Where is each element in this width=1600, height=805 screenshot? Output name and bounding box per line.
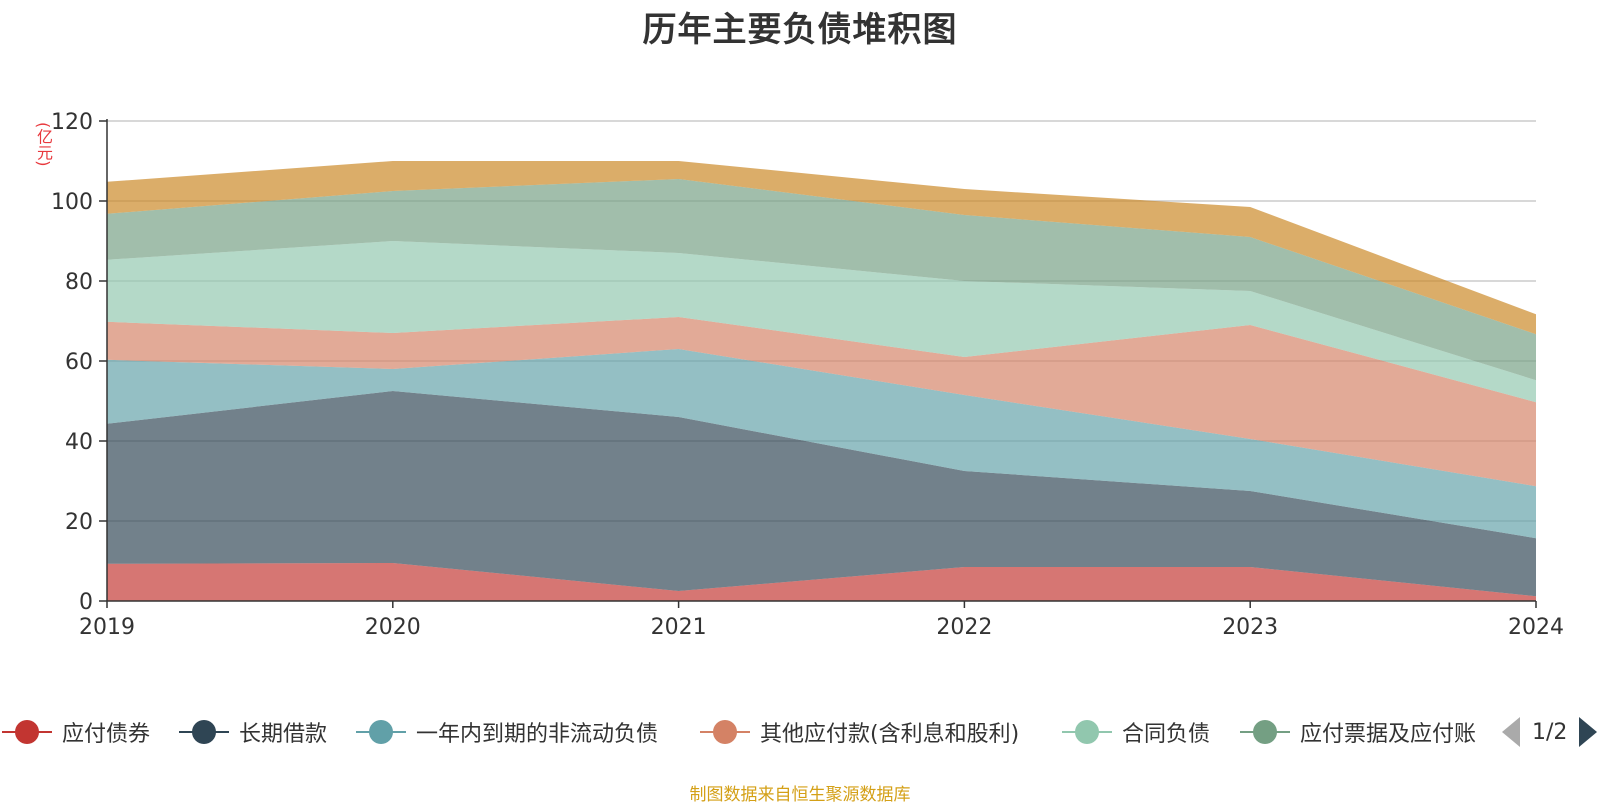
x-tick-label-2021: 2021	[651, 615, 707, 640]
legend-prev-page-icon[interactable]	[1502, 717, 1520, 747]
series-area-2	[107, 391, 1536, 597]
y-tick-label-60: 60	[65, 350, 93, 375]
legend-item-3[interactable]: 一年内到期的非流动负债	[356, 712, 658, 752]
series-area-4	[107, 317, 1536, 487]
y-tick-label-40: 40	[65, 430, 93, 455]
y-tick-label-80: 80	[65, 270, 93, 295]
series-area-6	[107, 179, 1536, 381]
legend-marker-icon	[1062, 720, 1112, 744]
legend-marker-icon	[700, 720, 750, 744]
legend-item-label: 应付票据及应付账	[1300, 722, 1477, 747]
x-tick-label-2024: 2024	[1508, 615, 1564, 640]
x-tick-label-2019: 2019	[79, 615, 135, 640]
legend-marker-icon	[2, 720, 52, 744]
x-tick-label-2022: 2022	[936, 615, 992, 640]
legend-item-4[interactable]: 其他应付款(含利息和股利)	[700, 712, 1019, 752]
legend-item-6[interactable]: 应付票据及应付账	[1240, 712, 1476, 752]
legend-item-5[interactable]: 合同负债	[1062, 712, 1210, 752]
legend-item-label: 合同负债	[1122, 722, 1211, 747]
legend-marker-icon	[1240, 720, 1290, 744]
y-axis-unit-label: (亿元)	[34, 122, 53, 167]
chart-legend: 应付债券 长期借款 一年内到期的非流动负债 其他应付款(含利息和股利) 合同负债 应付票据…	[0, 712, 1600, 752]
legend-item-2[interactable]: 长期借款	[179, 712, 327, 752]
y-tick-label-0: 0	[79, 590, 93, 615]
legend-item-label: 应付债券	[62, 722, 151, 747]
chart-title: 历年主要负债堆积图	[642, 10, 958, 50]
legend-marker-icon	[179, 720, 229, 744]
legend-pager: 1/2	[1500, 712, 1600, 752]
y-tick-label-100: 100	[51, 190, 93, 215]
y-tick-label-20: 20	[65, 510, 93, 535]
legend-item-label: 其他应付款(含利息和股利)	[760, 722, 1020, 747]
series-area-7	[107, 161, 1536, 335]
legend-next-page-icon[interactable]	[1579, 717, 1598, 747]
series-area-5	[107, 241, 1536, 403]
y-tick-label-120: 120	[51, 110, 93, 135]
legend-item-label: 一年内到期的非流动负债	[416, 722, 659, 747]
legend-item-label: 长期借款	[239, 722, 328, 747]
series-area-1	[107, 563, 1536, 601]
x-tick-label-2020: 2020	[365, 615, 421, 640]
data-source-note: 制图数据来自恒生聚源数据库	[689, 785, 911, 805]
stacked-area-chart: 0 20 40 60 80 100 120 2019 2020 2021 2022 2023 2024	[51, 110, 1564, 640]
series-area-3	[107, 349, 1536, 539]
legend-page-indicator: 1/2	[1532, 719, 1568, 745]
legend-item-1[interactable]: 应付债券	[2, 712, 150, 752]
legend-marker-icon	[356, 720, 406, 744]
x-tick-label-2023: 2023	[1222, 615, 1278, 640]
